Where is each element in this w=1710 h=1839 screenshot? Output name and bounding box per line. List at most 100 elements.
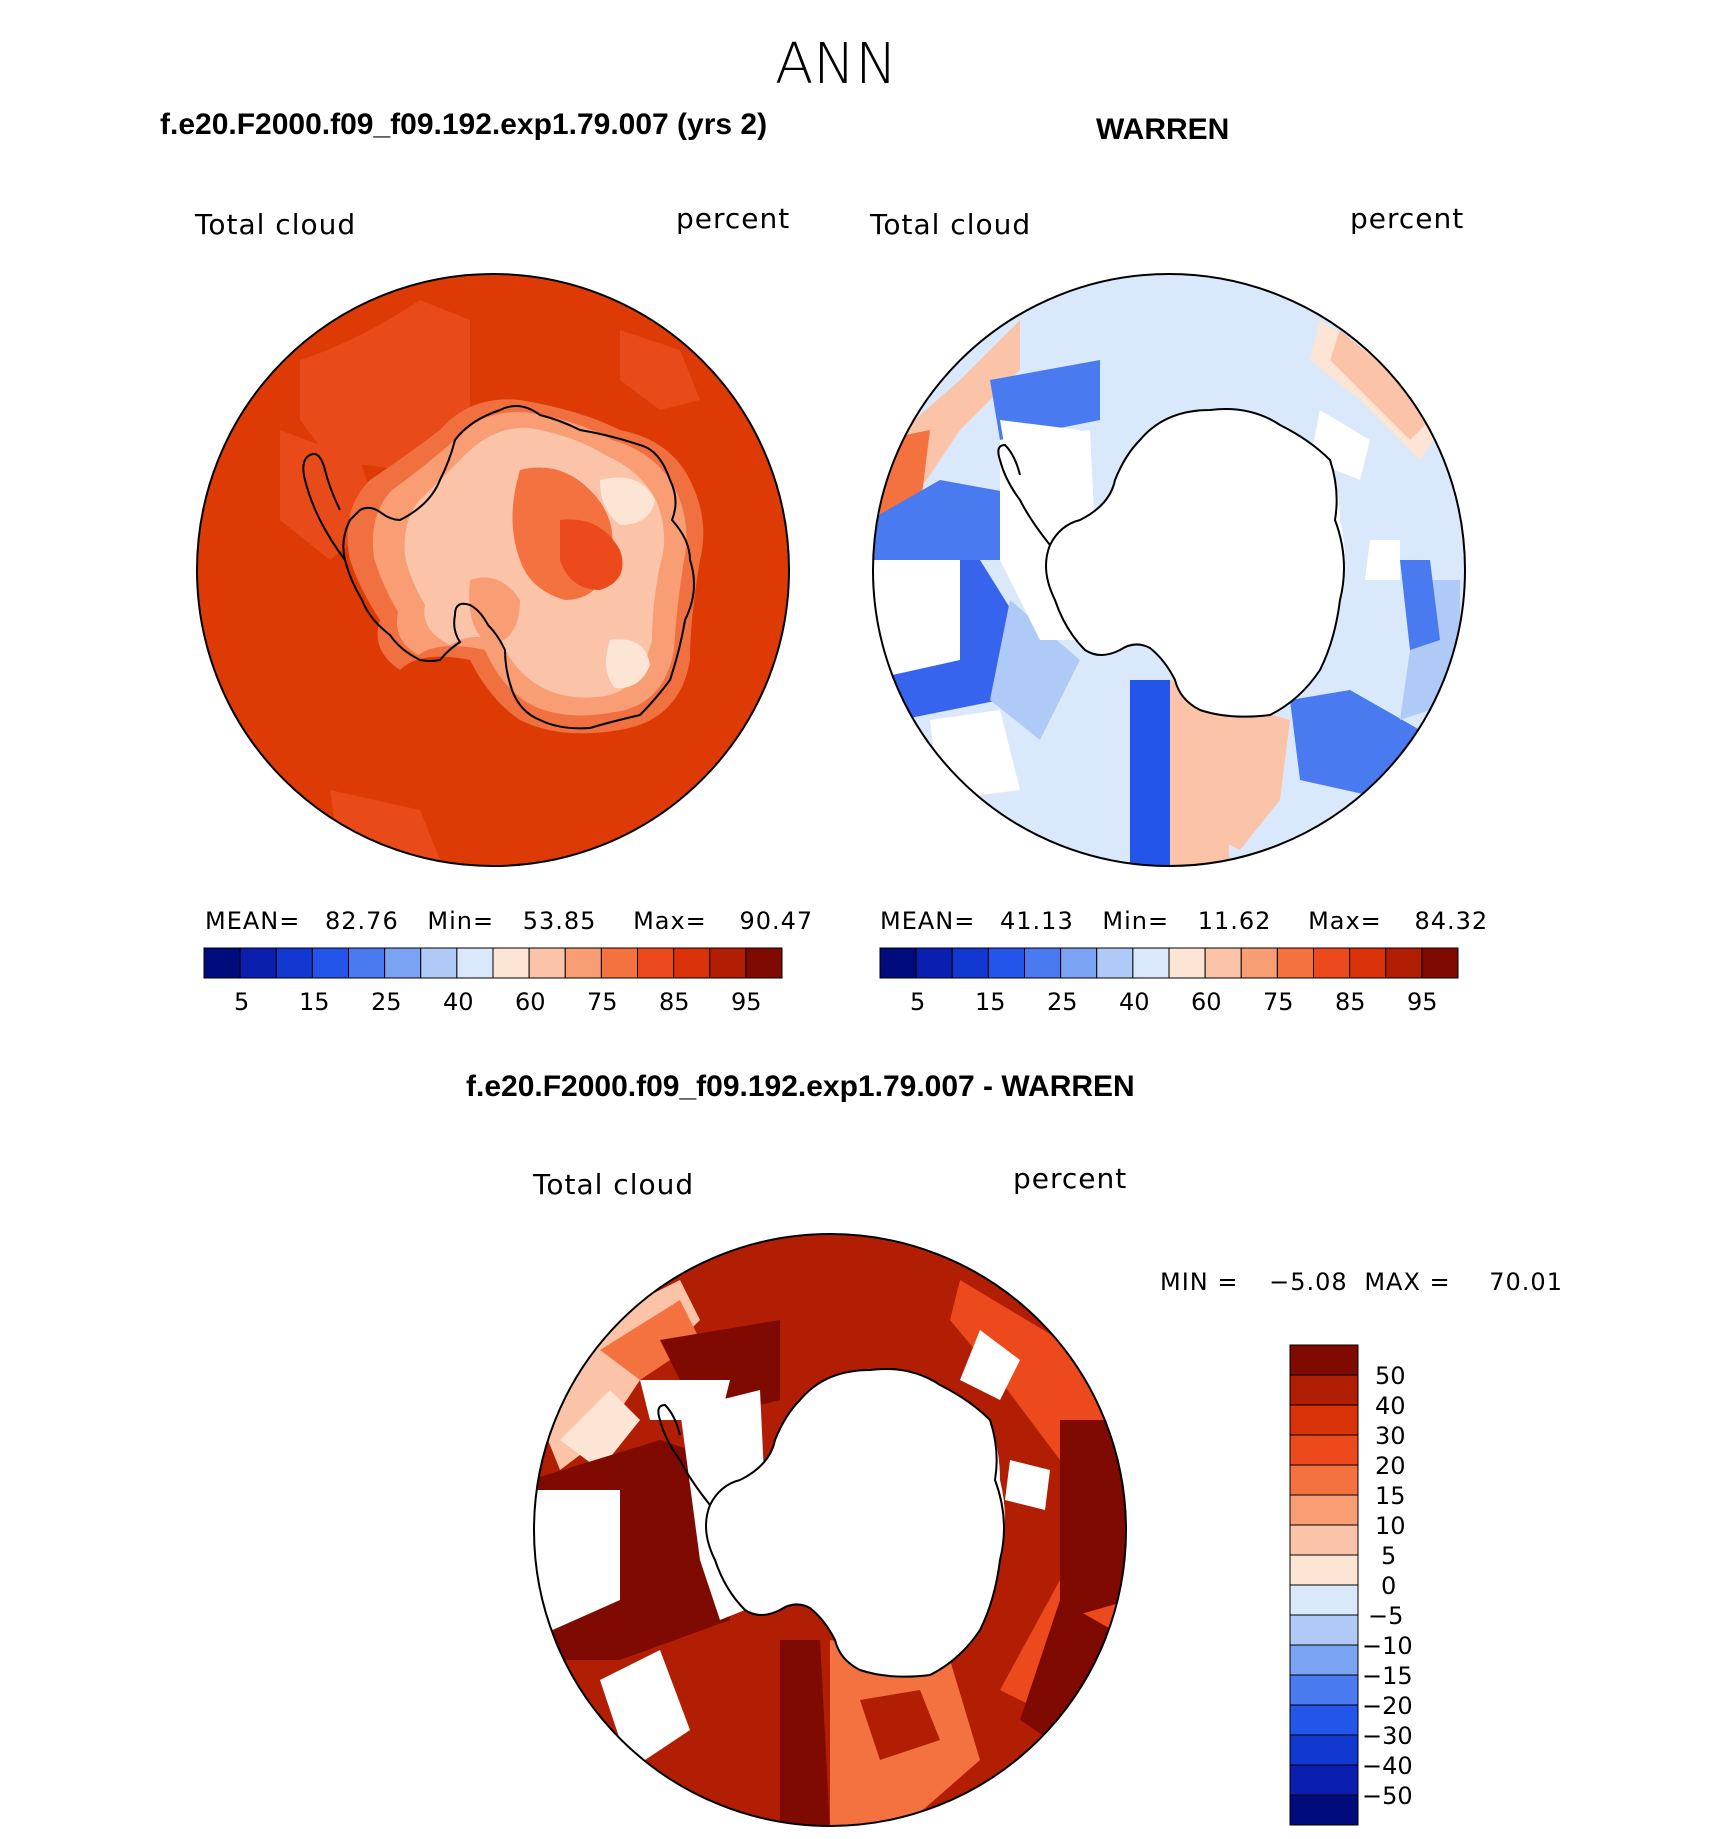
colorbar-tick: 40	[1375, 1392, 1406, 1420]
model-min-label: Min=	[427, 907, 495, 935]
colorbar-swatch	[1289, 1734, 1359, 1766]
colorbar-swatch	[1289, 1464, 1359, 1496]
colorbar-tick: −50	[1362, 1782, 1413, 1810]
diff-min-label: MIN =	[1160, 1268, 1239, 1296]
colorbar-swatch	[1276, 947, 1314, 979]
colorbar-tick: 85	[659, 988, 690, 1016]
colorbar-swatch	[709, 947, 747, 979]
colorbar-swatch	[1289, 1584, 1359, 1616]
colorbar-swatch	[673, 947, 711, 979]
colorbar-tick: 95	[1407, 988, 1438, 1016]
obs-max-label: Max=	[1308, 907, 1382, 935]
colorbar-swatch	[1289, 1374, 1359, 1406]
colorbar-swatch	[987, 947, 1025, 979]
obs-min-label: Min=	[1102, 907, 1170, 935]
diff-colorbar	[1289, 1344, 1359, 1826]
colorbar-tick: 40	[443, 988, 474, 1016]
obs-mean-value: 41.13	[1000, 907, 1074, 935]
obs-stats: MEAN= 41.13 Min= 11.62 Max= 84.32	[880, 907, 1488, 935]
colorbar-swatch	[384, 947, 422, 979]
colorbar-tick: −40	[1362, 1752, 1413, 1780]
model-min-value: 53.85	[522, 907, 597, 935]
model-mean-value: 82.76	[325, 907, 399, 935]
colorbar-swatch	[1289, 1524, 1359, 1556]
colorbar-swatch	[915, 947, 953, 979]
colorbar-swatch	[1289, 1704, 1359, 1736]
obs-units-label: percent	[1350, 202, 1465, 235]
colorbar-tick: 75	[1263, 988, 1294, 1016]
colorbar-tick: 0	[1381, 1572, 1397, 1600]
colorbar-swatch	[311, 947, 349, 979]
colorbar-tick: −5	[1368, 1602, 1404, 1630]
obs-min-value: 11.62	[1197, 907, 1272, 935]
colorbar-tick: 25	[1047, 988, 1078, 1016]
colorbar-tick: 20	[1375, 1452, 1406, 1480]
colorbar-swatch	[1289, 1554, 1359, 1586]
colorbar-tick: −10	[1362, 1632, 1413, 1660]
colorbar-swatch	[1421, 947, 1459, 979]
colorbar-tick: 10	[1375, 1512, 1406, 1540]
colorbar-tick: 95	[731, 988, 762, 1016]
colorbar-tick: −30	[1362, 1722, 1413, 1750]
colorbar-tick: 25	[371, 988, 402, 1016]
colorbar-swatch	[600, 947, 638, 979]
colorbar-swatch	[1289, 1644, 1359, 1676]
colorbar-tick: 50	[1375, 1362, 1406, 1390]
colorbar-swatch	[564, 947, 602, 979]
colorbar-tick: 40	[1119, 988, 1150, 1016]
colorbar-swatch	[1289, 1404, 1359, 1436]
colorbar-swatch	[745, 947, 783, 979]
diff-max-value: 70.01	[1489, 1268, 1563, 1296]
colorbar-tick: 15	[299, 988, 330, 1016]
colorbar-swatch	[203, 947, 241, 979]
colorbar-swatch	[1096, 947, 1134, 979]
diff-min-value: −5.08	[1269, 1268, 1348, 1296]
colorbar-tick: 60	[1191, 988, 1222, 1016]
obs-colorbar	[879, 947, 1459, 979]
colorbar-tick: 5	[910, 988, 926, 1016]
colorbar-swatch	[1289, 1614, 1359, 1646]
colorbar-swatch	[456, 947, 494, 979]
model-stats: MEAN= 82.76 Min= 53.85 Max= 90.47	[205, 907, 813, 935]
colorbar-tick: 75	[587, 988, 618, 1016]
colorbar-swatch	[1289, 1674, 1359, 1706]
colorbar-tick: −20	[1362, 1692, 1413, 1720]
colorbar-swatch	[1289, 1344, 1359, 1376]
colorbar-tick: 85	[1335, 988, 1366, 1016]
diff-max-label: MAX =	[1364, 1268, 1451, 1296]
colorbar-tick: 60	[515, 988, 546, 1016]
colorbar-swatch	[1289, 1794, 1359, 1826]
model-variable-label: Total cloud	[195, 208, 357, 241]
model-max-label: Max=	[633, 907, 707, 935]
colorbar-swatch	[1060, 947, 1098, 979]
colorbar-tick: 15	[1375, 1482, 1406, 1510]
colorbar-tick: 5	[234, 988, 250, 1016]
colorbar-swatch	[239, 947, 277, 979]
colorbar-swatch	[1024, 947, 1062, 979]
colorbar-swatch	[1289, 1434, 1359, 1466]
obs-max-value: 84.32	[1414, 907, 1489, 935]
colorbar-swatch	[951, 947, 989, 979]
diff-title: f.e20.F2000.f09_f09.192.exp1.79.007 - WA…	[466, 1070, 1135, 1103]
colorbar-swatch	[275, 947, 313, 979]
model-case-title: f.e20.F2000.f09_f09.192.exp1.79.007 (yrs…	[160, 108, 768, 141]
colorbar-tick: −15	[1362, 1662, 1413, 1690]
obs-mean-label: MEAN=	[880, 907, 976, 935]
colorbar-swatch	[1289, 1494, 1359, 1526]
diff-units-label: percent	[1013, 1162, 1128, 1195]
diff-variable-label: Total cloud	[533, 1168, 695, 1201]
model-mean-label: MEAN=	[205, 907, 301, 935]
colorbar-tick: 15	[975, 988, 1006, 1016]
obs-variable-label: Total cloud	[870, 208, 1032, 241]
colorbar-swatch	[1204, 947, 1242, 979]
colorbar-swatch	[879, 947, 917, 979]
colorbar-swatch	[637, 947, 675, 979]
colorbar-swatch	[348, 947, 386, 979]
main-title: ANN	[775, 32, 898, 97]
colorbar-tick: 5	[1381, 1542, 1397, 1570]
colorbar-swatch	[1385, 947, 1423, 979]
colorbar-tick: 30	[1375, 1422, 1406, 1450]
